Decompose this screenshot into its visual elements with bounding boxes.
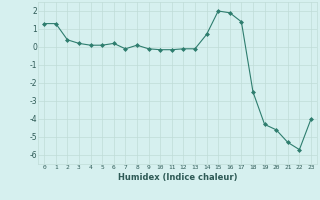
X-axis label: Humidex (Indice chaleur): Humidex (Indice chaleur) (118, 173, 237, 182)
